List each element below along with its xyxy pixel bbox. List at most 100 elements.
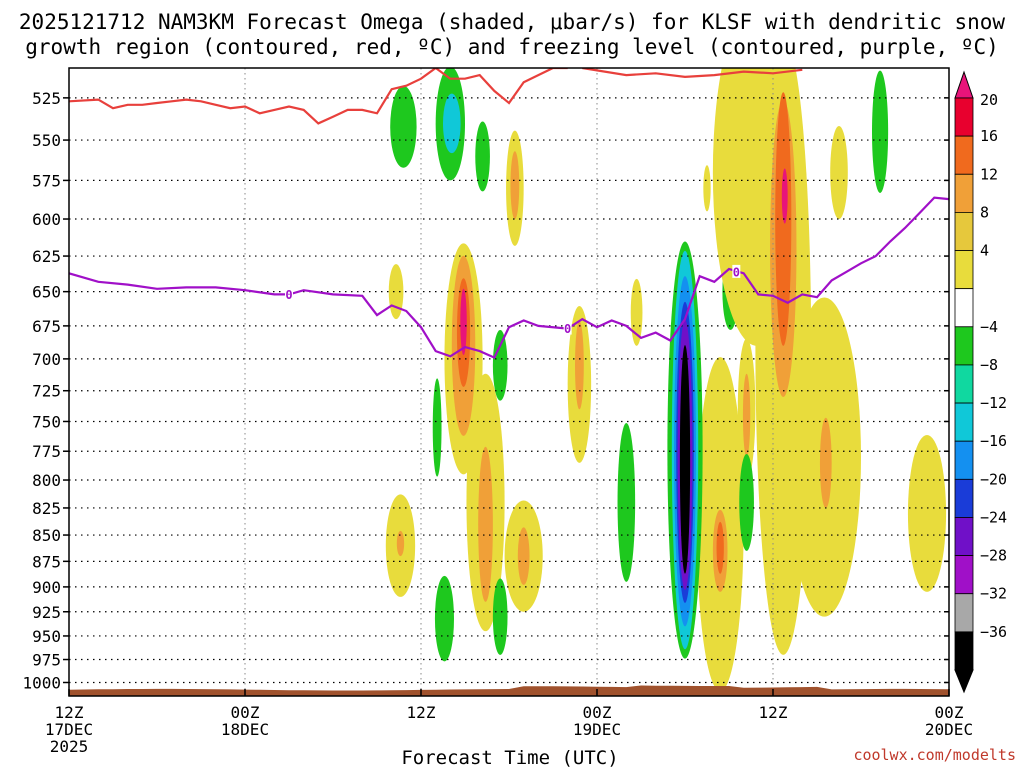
y-tick-label-950: 950 xyxy=(32,627,61,646)
y-tick-label-525: 525 xyxy=(32,89,61,108)
y-tick-label-775: 775 xyxy=(32,442,61,461)
x-axis-label: Forecast Time (UTC) xyxy=(401,747,618,768)
colorbar-swatch-14 xyxy=(954,631,974,671)
x-tick-label-12-1: 18DEC xyxy=(221,720,269,739)
y-tick-label-575: 575 xyxy=(32,171,61,190)
y-tick-label-700: 700 xyxy=(32,350,61,369)
colorbar-swatch-5 xyxy=(954,288,974,328)
colorbar-swatch-1 xyxy=(954,135,974,175)
dgz-contour-line xyxy=(69,68,568,125)
omega-region-orange-37 xyxy=(742,373,751,458)
colorbar-label-4: 4 xyxy=(980,242,989,260)
colorbar-label-7: −12 xyxy=(980,394,1007,412)
y-tick-label-1000: 1000 xyxy=(22,673,61,692)
colorbar-swatch-2 xyxy=(954,173,974,213)
colorbar-top-triangle xyxy=(954,70,974,99)
colorbar-label-1: 16 xyxy=(980,127,998,145)
y-tick-label-675: 675 xyxy=(32,317,61,336)
terrain xyxy=(69,685,949,696)
omega-region-red-27 xyxy=(716,521,724,574)
colorbar-swatch-0 xyxy=(954,97,974,137)
omega-region-green-0 xyxy=(390,85,417,168)
omega-region-black-33 xyxy=(679,345,691,574)
colorbar-bottom-triangle xyxy=(954,669,974,694)
colorbar-label-13: −36 xyxy=(980,623,1007,641)
colorbar-label-12: −32 xyxy=(980,585,1007,603)
y-tick-label-600: 600 xyxy=(32,210,61,229)
plot-frame xyxy=(68,67,950,697)
x-tick-label-0-0: 12Z xyxy=(55,703,84,722)
dgz-contour-line-2 xyxy=(582,68,803,79)
chart-title-line1: 2025121712 NAM3KM Forecast Omega (shaded… xyxy=(19,10,1006,34)
omega-region-orange-5 xyxy=(510,151,520,220)
x-tick-label-36-0: 00Z xyxy=(583,703,612,722)
colorbar-label-10: −24 xyxy=(980,508,1007,526)
colorbar-swatch-13 xyxy=(954,593,974,633)
colorbar-swatch-4 xyxy=(954,250,974,290)
y-tick-label-850: 850 xyxy=(32,526,61,545)
colorbar-swatch-3 xyxy=(954,211,974,251)
colorbar: 20 16 12 8 4 −4 −8 −12 −16 −20 −24 −28 −32 −36 xyxy=(954,70,1007,694)
colorbar-label-2: 12 xyxy=(980,165,998,183)
omega-region-green-23 xyxy=(617,423,636,582)
chart-title-line2: growth region (contoured, red, ºC) and f… xyxy=(25,35,999,59)
y-tick-label-875: 875 xyxy=(32,552,61,571)
freezing-level-label-0: 0 xyxy=(285,288,292,302)
x-tick-label-36-1: 19DEC xyxy=(573,720,621,739)
omega-region-orange-45 xyxy=(819,417,832,508)
freezing-label-bg-1 xyxy=(563,321,572,335)
contours: 0 0 0 xyxy=(69,68,949,360)
x-tick-label-60-1: 20DEC xyxy=(925,720,973,739)
omega-region-green-14 xyxy=(492,330,508,401)
omega-region-orange-22 xyxy=(575,321,584,410)
colorbar-label-3: 8 xyxy=(980,203,989,221)
x-tick-label-24-0: 12Z xyxy=(407,703,436,722)
credit-text: coolwx.com/modelts xyxy=(853,746,1016,764)
colorbar-label-0: 20 xyxy=(980,91,998,109)
omega-region-orange-13 xyxy=(478,446,493,602)
omega-region-yellow-10 xyxy=(388,264,404,320)
freezing-level-label-1: 0 xyxy=(564,322,571,336)
y-tick-label-625: 625 xyxy=(32,247,61,266)
omega-region-yellow-46 xyxy=(830,125,848,220)
colorbar-swatch-9 xyxy=(954,440,974,480)
colorbar-swatch-6 xyxy=(954,326,974,366)
y-tick-label-925: 925 xyxy=(32,603,61,622)
y-tick-label-550: 550 xyxy=(32,131,61,150)
y-tick-label-725: 725 xyxy=(32,382,61,401)
terrain-fill xyxy=(69,685,949,696)
colorbar-swatch-8 xyxy=(954,402,974,442)
colorbar-swatch-7 xyxy=(954,364,974,404)
freezing-label-bg-2 xyxy=(732,264,741,278)
y-axis: 525 550 575 600 625 650 675 700 725 750 775 800 825 8… xyxy=(22,89,949,692)
omega-region-green-38 xyxy=(739,453,754,551)
freezing-level-line xyxy=(69,196,949,360)
x-tick-label-12-0: 00Z xyxy=(231,703,260,722)
omega-region-green-15 xyxy=(492,578,508,655)
y-tick-label-650: 650 xyxy=(32,283,61,302)
omega-shading xyxy=(385,68,947,692)
omega-region-magenta-43 xyxy=(781,168,788,224)
colorbar-swatch-12 xyxy=(954,555,974,595)
omega-region-cyan-2 xyxy=(443,93,461,154)
omega-region-orange-20 xyxy=(396,530,405,557)
freezing-level-label-2: 0 xyxy=(733,265,740,279)
colorbar-label-8: −16 xyxy=(980,432,1007,450)
y-tick-label-800: 800 xyxy=(32,471,61,490)
omega-region-magenta-9 xyxy=(460,288,467,355)
omega-region-yellow-24 xyxy=(630,278,643,346)
y-tick-label-975: 975 xyxy=(32,651,61,670)
omega-region-yellow-34 xyxy=(703,165,711,212)
colorbar-label-5: −4 xyxy=(980,318,998,336)
x-tick-label-48-0: 12Z xyxy=(759,703,788,722)
x-tick-label-0-2: 2025 xyxy=(50,737,89,756)
y-tick-label-825: 825 xyxy=(32,499,61,518)
omega-region-green-18 xyxy=(434,575,454,662)
y-tick-label-900: 900 xyxy=(32,578,61,597)
omega-region-green-3 xyxy=(475,121,490,192)
y-tick-label-750: 750 xyxy=(32,412,61,431)
omega-region-green-47 xyxy=(872,70,889,193)
colorbar-swatch-11 xyxy=(954,517,974,557)
omega-region-orange-17 xyxy=(517,527,530,585)
